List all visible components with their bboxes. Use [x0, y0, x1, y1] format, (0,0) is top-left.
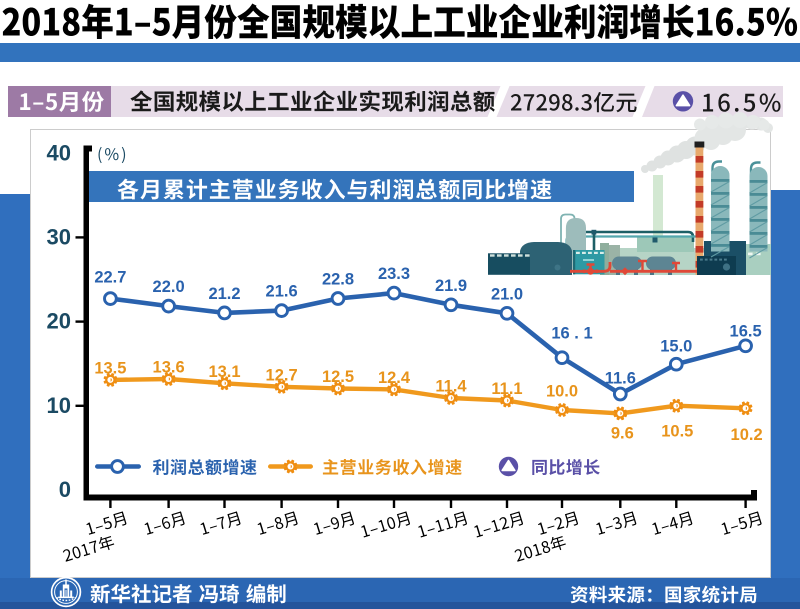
- svg-text:13.6: 13.6: [153, 359, 185, 377]
- svg-text:20: 20: [47, 309, 71, 334]
- svg-text:9.6: 9.6: [611, 425, 634, 443]
- svg-text:0: 0: [59, 477, 71, 502]
- svg-text:40: 40: [47, 140, 71, 165]
- svg-text:10: 10: [47, 393, 71, 418]
- svg-text:13.5: 13.5: [94, 359, 126, 377]
- svg-text:21.9: 21.9: [435, 277, 467, 295]
- svg-text:22.8: 22.8: [322, 271, 354, 289]
- svg-text:21.6: 21.6: [266, 283, 298, 301]
- svg-text:21.0: 21.0: [491, 285, 523, 303]
- svg-text:22.0: 22.0: [153, 278, 185, 296]
- svg-text:15.0: 15.0: [660, 338, 692, 356]
- svg-text:23.3: 23.3: [378, 265, 410, 283]
- svg-text:11.4: 11.4: [435, 378, 467, 396]
- svg-text:12.7: 12.7: [266, 366, 298, 384]
- svg-text:10.0: 10.0: [546, 383, 578, 401]
- svg-text:16 . 1: 16 . 1: [551, 325, 592, 343]
- svg-text:10.2: 10.2: [731, 426, 763, 444]
- svg-text:10.5: 10.5: [661, 423, 693, 441]
- svg-text:12.5: 12.5: [322, 368, 354, 386]
- svg-text:11.1: 11.1: [491, 380, 522, 398]
- svg-text:30: 30: [47, 224, 71, 249]
- svg-text:22.7: 22.7: [94, 269, 126, 287]
- svg-text:16.5: 16.5: [730, 322, 762, 340]
- svg-text:21.2: 21.2: [208, 285, 240, 303]
- svg-text:13.1: 13.1: [208, 363, 240, 381]
- svg-text:11.6: 11.6: [605, 370, 636, 388]
- svg-text:12.4: 12.4: [378, 369, 411, 387]
